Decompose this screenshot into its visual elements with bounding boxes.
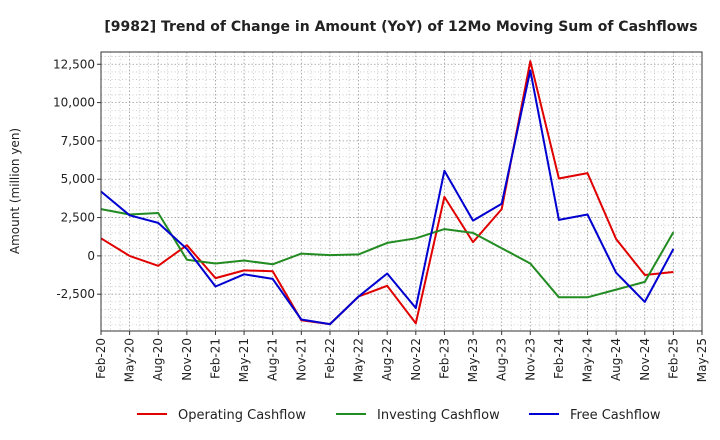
x-tick-label: May-20: [123, 338, 137, 382]
plot-area: [101, 52, 702, 331]
legend-item: Investing Cashflow: [336, 408, 500, 423]
x-tick-label: Feb-24: [552, 338, 566, 379]
x-tick-label: Feb-23: [437, 338, 451, 379]
x-tick-label: Nov-21: [294, 338, 308, 381]
plot-background: [101, 52, 702, 331]
y-tick-label: 2,500: [61, 211, 95, 225]
y-tick-label: 0: [87, 249, 95, 263]
x-tick-label: May-25: [695, 338, 709, 382]
series-line-free-cashflow: [100, 69, 675, 326]
x-tick-label: Feb-22: [323, 338, 337, 379]
legend-label: Investing Cashflow: [377, 408, 500, 423]
x-tick-label: May-21: [237, 338, 251, 382]
legend-item: Operating Cashflow: [137, 408, 306, 423]
x-tick-label: Nov-20: [180, 338, 194, 381]
x-tick-label: May-23: [466, 338, 480, 382]
series-lines: [100, 60, 675, 326]
x-tick-label: Nov-24: [638, 338, 652, 381]
x-tick-label: Nov-23: [523, 338, 537, 381]
y-axis-title: Amount (million yen): [8, 128, 22, 254]
legend-item: Free Cashflow: [529, 408, 661, 423]
x-tick-label: Aug-20: [151, 338, 165, 381]
y-tick-label: 10,000: [53, 96, 95, 110]
x-tick-label: May-22: [352, 338, 366, 382]
y-tick-label: 5,000: [61, 172, 95, 186]
y-tick-label: 7,500: [61, 134, 95, 148]
x-tick-label: May-24: [581, 338, 595, 382]
plot-frame: [100, 51, 703, 332]
axes: -2,500 0 2,500 5,000 7,500 10,000 12,500 Feb-20…: [53, 51, 709, 382]
x-tick-label: Aug-23: [495, 338, 509, 381]
x-tick-label: Aug-24: [609, 338, 623, 381]
legend-label: Operating Cashflow: [178, 408, 306, 423]
x-tick-label: Aug-22: [380, 338, 394, 381]
x-tick-label: Nov-22: [409, 338, 423, 381]
legend-label: Free Cashflow: [570, 408, 661, 423]
x-tick-label: Feb-21: [208, 338, 222, 379]
x-tick-label: Feb-20: [94, 338, 108, 379]
legend: Operating Cashflow Investing Cashflow Free…: [137, 408, 661, 423]
y-tick-label: -2,500: [56, 287, 95, 301]
x-tick-label: Aug-21: [266, 338, 280, 381]
y-tick-label: 12,500: [53, 57, 95, 71]
x-tick-label: Feb-25: [666, 338, 680, 379]
chart-title: [9982] Trend of Change in Amount (YoY) o…: [104, 19, 697, 35]
series-line-operating-cashflow: [100, 60, 674, 326]
